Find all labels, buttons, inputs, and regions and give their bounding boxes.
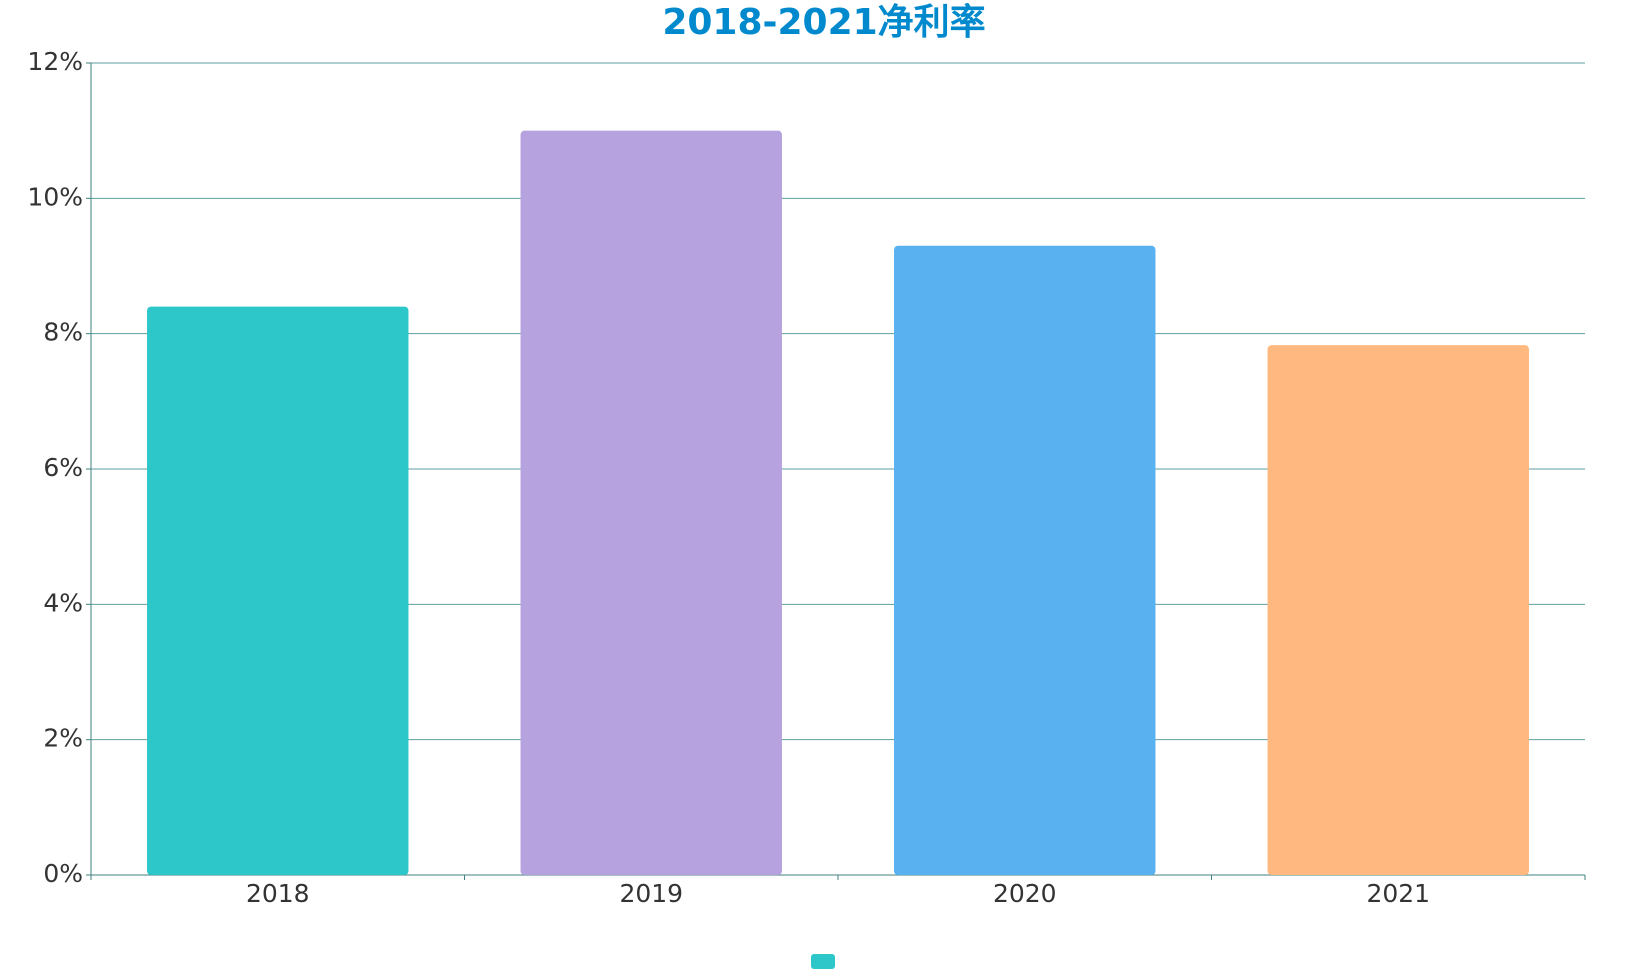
y-tick-label: 6% bbox=[43, 453, 83, 482]
y-tick-label: 4% bbox=[43, 588, 83, 617]
y-tick-label: 10% bbox=[27, 182, 83, 211]
y-tick-label: 8% bbox=[43, 318, 83, 347]
chart-title: 2018-2021净利率 bbox=[662, 2, 985, 43]
bar bbox=[147, 306, 409, 876]
y-tick-label: 12% bbox=[27, 47, 83, 76]
x-tick-label: 2020 bbox=[993, 879, 1057, 908]
legend-swatch bbox=[811, 954, 835, 969]
y-tick-label: 0% bbox=[43, 859, 83, 888]
bar bbox=[520, 130, 782, 875]
bar bbox=[894, 245, 1156, 875]
bar bbox=[1267, 345, 1529, 875]
x-tick-label: 2021 bbox=[1366, 879, 1430, 908]
x-tick-label: 2019 bbox=[619, 879, 683, 908]
y-tick-label: 2% bbox=[43, 724, 83, 753]
x-tick-label: 2018 bbox=[246, 879, 310, 908]
